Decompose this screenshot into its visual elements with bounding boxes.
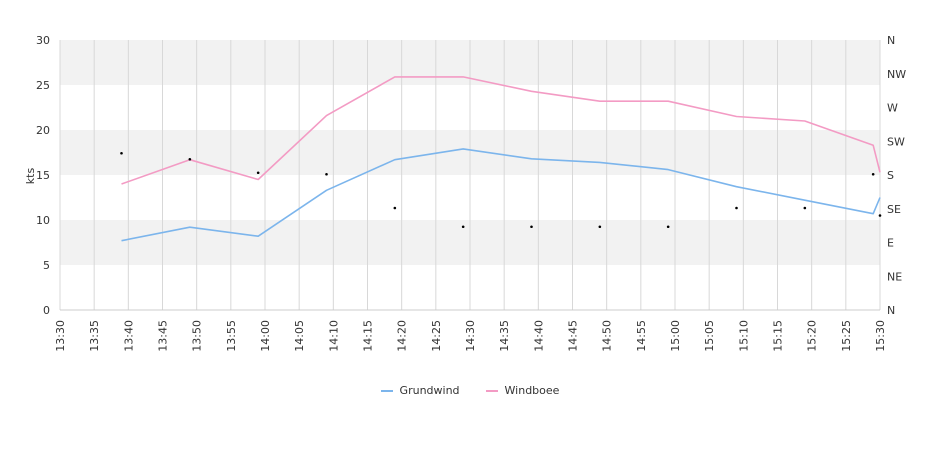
x-tick-label: 13:35 (88, 320, 101, 352)
x-tick-label: 15:25 (840, 320, 853, 352)
direction-point (878, 214, 882, 217)
y-tick-label: 30 (36, 34, 50, 47)
y-tick-label: 20 (36, 124, 50, 137)
series-line-grundwind[interactable] (121, 148, 881, 242)
direction-point (461, 225, 465, 229)
legend-label-grundwind: Grundwind (399, 384, 460, 397)
series-line-windboee[interactable] (121, 76, 881, 185)
direction-tick-label: E (887, 237, 894, 250)
y-tick-label: 25 (36, 79, 50, 92)
legend-item-grundwind[interactable]: Grundwind (380, 384, 460, 397)
x-tick-label: 15:20 (806, 320, 819, 352)
direction-point (325, 172, 328, 176)
x-tick-label: 15:15 (772, 320, 785, 352)
direction-point (666, 225, 670, 229)
direction-tick-label: SW (887, 135, 905, 148)
x-tick-label: 14:45 (567, 320, 580, 352)
y-tick-label: 0 (43, 304, 50, 317)
direction-point (871, 172, 875, 176)
x-tick-label: 13:30 (54, 320, 67, 352)
y-tick-label: 10 (36, 214, 50, 227)
x-tick-label: 14:30 (464, 320, 477, 352)
x-tick-label: 14:00 (259, 320, 272, 352)
direction-tick-label: N (887, 34, 895, 47)
x-tick-label: 14:05 (293, 320, 306, 352)
x-tick-label: 14:20 (396, 320, 409, 352)
direction-point (598, 225, 602, 229)
direction-tick-label: N (887, 304, 895, 317)
x-tick-label: 13:45 (157, 320, 170, 352)
x-tick-label: 14:40 (532, 320, 545, 352)
x-tick-label: 15:05 (703, 320, 716, 352)
direction-point (188, 157, 192, 161)
direction-point (393, 206, 397, 210)
legend-swatch-windboee (485, 389, 498, 392)
x-tick-label: 13:40 (122, 320, 135, 352)
direction-tick-label: NW (887, 68, 906, 81)
x-tick-label: 13:50 (191, 320, 204, 352)
x-tick-label: 14:55 (635, 320, 648, 352)
direction-tick-label: NE (887, 270, 902, 283)
direction-point (256, 171, 260, 175)
direction-tick-label: S (887, 169, 894, 182)
x-tick-label: 14:35 (498, 320, 511, 352)
legend-item-windboee[interactable]: Windboee (485, 384, 560, 397)
direction-point (120, 151, 123, 155)
y-axis-label: kts (24, 168, 37, 185)
x-tick-label: 14:25 (430, 320, 443, 352)
x-tick-label: 13:55 (225, 320, 238, 352)
legend-swatch-grundwind (380, 389, 393, 392)
y-tick-label: 5 (43, 259, 50, 272)
x-tick-label: 14:10 (327, 320, 340, 352)
x-tick-label: 14:50 (601, 320, 614, 352)
direction-point (530, 225, 533, 229)
direction-tick-label: SE (887, 203, 901, 216)
direction-point (735, 206, 738, 210)
x-tick-label: 14:15 (362, 320, 375, 352)
direction-tick-label: W (887, 102, 898, 115)
x-tick-label: 15:10 (737, 320, 750, 352)
x-tick-label: 15:00 (669, 320, 682, 352)
legend-label-windboee: Windboee (504, 384, 560, 397)
y-tick-label: 15 (36, 169, 50, 182)
legend: Grundwind Windboee (0, 384, 940, 397)
direction-point (803, 206, 807, 210)
x-tick-label: 15:30 (874, 320, 887, 352)
